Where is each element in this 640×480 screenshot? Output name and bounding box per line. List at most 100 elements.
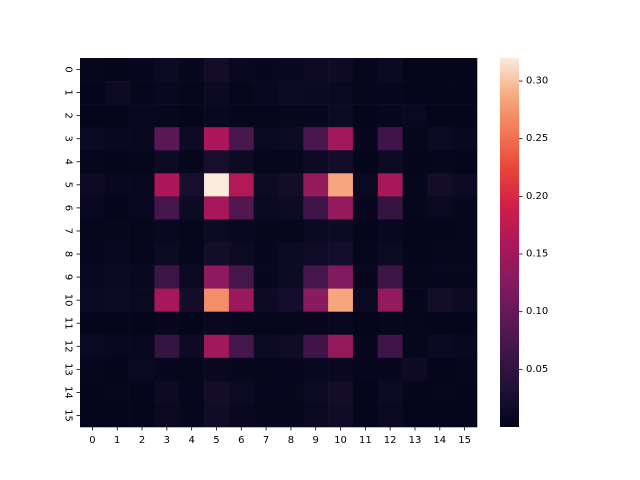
heatmap-cell bbox=[104, 403, 130, 428]
heatmap-cell bbox=[278, 81, 304, 105]
x-tick-label: 1 bbox=[114, 435, 120, 446]
heatmap-cell bbox=[303, 219, 329, 243]
heatmap-cell bbox=[377, 334, 403, 359]
heatmap-cell bbox=[228, 196, 254, 220]
y-tick-label: 11 bbox=[63, 317, 74, 330]
heatmap-cell bbox=[377, 173, 403, 197]
heatmap-cell bbox=[104, 311, 130, 336]
heatmap-cell bbox=[377, 403, 403, 428]
heatmap-cell bbox=[253, 380, 279, 405]
x-tick-label: 10 bbox=[334, 435, 347, 446]
heatmap-cell bbox=[352, 265, 379, 289]
heatmap-cell bbox=[204, 242, 230, 266]
heatmap-cell bbox=[427, 104, 453, 128]
x-tick-label: 15 bbox=[458, 435, 471, 446]
heatmap-cell bbox=[80, 219, 106, 243]
heatmap-cell bbox=[179, 288, 205, 312]
heatmap-cell bbox=[278, 265, 304, 289]
heatmap-cell bbox=[179, 104, 205, 128]
x-tick-label: 2 bbox=[139, 435, 145, 446]
heatmap-cell bbox=[452, 81, 478, 105]
heatmap-cell bbox=[303, 81, 329, 105]
heatmap-cell bbox=[104, 58, 130, 82]
heatmap-cell bbox=[303, 311, 329, 336]
colorbar-axis: 0.05 0.10 0.15 0.20 0.25 0.30 bbox=[519, 76, 548, 375]
colorbar-tick-label: 0.05 bbox=[526, 364, 548, 375]
heatmap-cell bbox=[352, 104, 379, 128]
x-tick-label: 13 bbox=[409, 435, 422, 446]
y-tick-label: 0 bbox=[63, 66, 74, 72]
heatmap-cell bbox=[179, 334, 205, 359]
heatmap-cell bbox=[154, 196, 180, 220]
heatmap-cell bbox=[452, 173, 478, 197]
heatmap-cell bbox=[129, 380, 155, 405]
heatmap-cell bbox=[104, 265, 130, 289]
heatmap-cell bbox=[402, 288, 428, 312]
heatmap-cell bbox=[154, 311, 180, 336]
heatmap-cell bbox=[452, 334, 478, 359]
colorbar bbox=[500, 58, 519, 427]
heatmap-cell bbox=[352, 58, 379, 82]
heatmap-cell bbox=[352, 380, 379, 405]
heatmap-cell bbox=[204, 219, 230, 243]
heatmap-cell bbox=[129, 127, 155, 151]
heatmap-cell bbox=[377, 150, 403, 174]
x-tick-label: 11 bbox=[359, 435, 372, 446]
heatmap-cell bbox=[402, 219, 428, 243]
heatmap-cell bbox=[452, 380, 478, 405]
y-tick-label: 5 bbox=[63, 182, 74, 188]
heatmap-cell bbox=[328, 150, 354, 174]
heatmap-cell bbox=[104, 219, 130, 243]
heatmap-cell bbox=[402, 403, 428, 428]
heatmap-cell bbox=[104, 127, 130, 151]
heatmap-cell bbox=[452, 265, 478, 289]
heatmap-cell bbox=[228, 311, 254, 336]
x-tick-label: 8 bbox=[288, 435, 294, 446]
heatmap-cell bbox=[253, 242, 279, 266]
heatmap-cell bbox=[377, 127, 403, 151]
x-tick-label: 0 bbox=[89, 435, 95, 446]
y-tick-label: 12 bbox=[63, 340, 74, 353]
heatmap-cell bbox=[204, 196, 230, 220]
heatmap-cell bbox=[154, 173, 180, 197]
heatmap-cell bbox=[253, 288, 279, 312]
colorbar-tick-label: 0.25 bbox=[526, 133, 548, 144]
heatmap-cell bbox=[278, 403, 304, 428]
heatmap-cell bbox=[377, 104, 403, 128]
heatmap-cell bbox=[154, 127, 180, 151]
heatmap-cell bbox=[452, 311, 478, 336]
heatmap-cell bbox=[377, 81, 403, 105]
heatmap-cell bbox=[228, 242, 254, 266]
x-tick-label: 7 bbox=[263, 435, 269, 446]
heatmap-cell bbox=[179, 265, 205, 289]
heatmap-cell bbox=[402, 173, 428, 197]
heatmap-cell bbox=[402, 127, 428, 151]
heatmap-cell bbox=[427, 334, 453, 359]
heatmap-cell bbox=[303, 127, 329, 151]
heatmap-cell bbox=[278, 104, 304, 128]
heatmap-cell bbox=[228, 380, 254, 405]
heatmap-cell bbox=[154, 242, 180, 266]
heatmap-cell bbox=[129, 196, 155, 220]
heatmap-cell bbox=[179, 196, 205, 220]
heatmap-cell bbox=[328, 173, 354, 197]
heatmap-cell bbox=[402, 311, 428, 336]
heatmap-cell bbox=[328, 265, 354, 289]
y-tick-label: 9 bbox=[63, 274, 74, 280]
heatmap-cell bbox=[253, 150, 279, 174]
heatmap-cell bbox=[278, 58, 304, 82]
y-tick-label: 7 bbox=[63, 228, 74, 234]
heatmap-cell bbox=[228, 150, 254, 174]
heatmap-cell bbox=[204, 311, 230, 336]
heatmap-cell bbox=[452, 150, 478, 174]
heatmap-cell bbox=[402, 196, 428, 220]
heatmap-cell bbox=[179, 58, 205, 82]
heatmap-cell bbox=[80, 150, 106, 174]
heatmap-cell bbox=[104, 104, 130, 128]
heatmap-cell bbox=[204, 173, 230, 197]
heatmap-cell bbox=[377, 219, 403, 243]
heatmap-cell bbox=[104, 173, 130, 197]
heatmap-cell bbox=[253, 357, 279, 382]
heatmap-cell bbox=[328, 81, 354, 105]
